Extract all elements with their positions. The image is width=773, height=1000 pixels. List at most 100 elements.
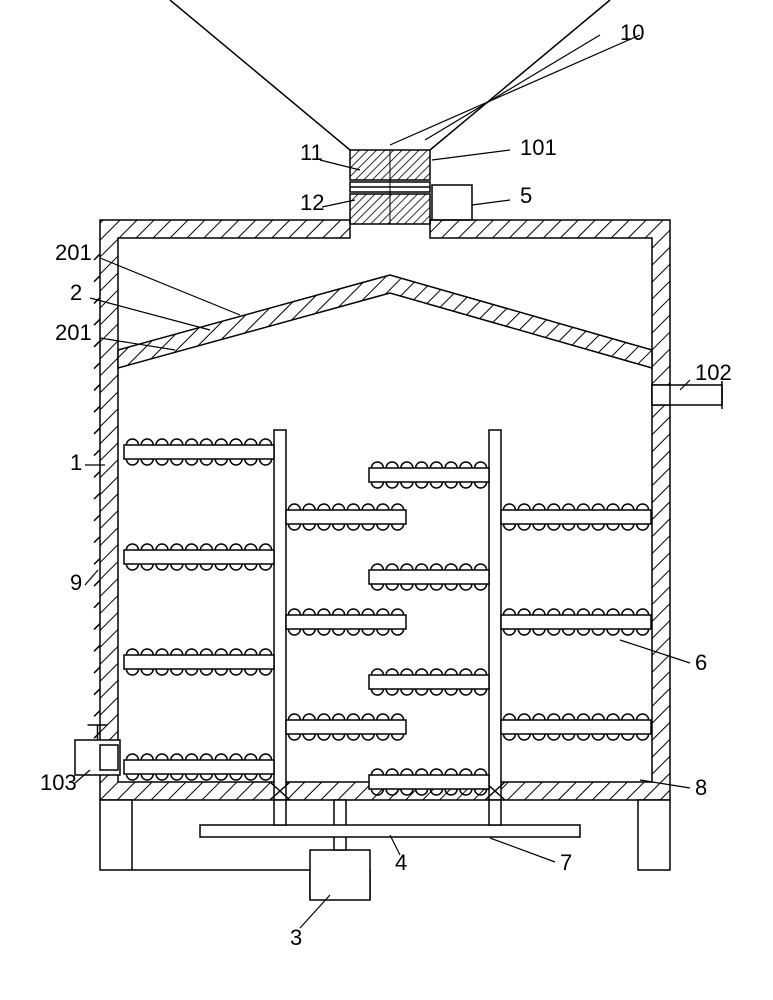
arm-bump (333, 609, 345, 615)
arm-bump (230, 774, 242, 780)
arm-bump (637, 609, 649, 615)
jacket-tick (94, 645, 100, 651)
arm-bump (637, 629, 649, 635)
jacket-tick (94, 363, 100, 369)
arm-bump (592, 504, 604, 510)
arm-bump (445, 769, 457, 775)
arm-bump (156, 774, 168, 780)
arm-bump (377, 714, 389, 720)
label-6: 6 (695, 650, 707, 675)
arm-bump (303, 609, 315, 615)
arm-bump (622, 609, 634, 615)
arm-bump (333, 629, 345, 635)
arm-bump (362, 629, 374, 635)
arm-bump (215, 754, 227, 760)
arm-bump (401, 564, 413, 570)
arm-bump (141, 564, 153, 570)
arm-bump (171, 669, 183, 675)
arm-bump (260, 459, 272, 465)
arm-bump (318, 609, 330, 615)
label-101: 101 (520, 135, 557, 160)
arm-bump (577, 734, 589, 740)
arm-bump (503, 504, 515, 510)
arm-bump (445, 689, 457, 695)
arm-bump (245, 669, 257, 675)
arm-bump (622, 629, 634, 635)
arm-bump (126, 439, 138, 445)
arm-bump (126, 669, 138, 675)
arm-bump (245, 564, 257, 570)
arm-bump (245, 754, 257, 760)
arm-bump (563, 524, 575, 530)
jacket-tick (94, 384, 100, 390)
arm-bump (215, 649, 227, 655)
label-103: 103 (40, 770, 77, 795)
arm-bump (171, 544, 183, 550)
arm-bump (533, 524, 545, 530)
arm-bump (475, 564, 487, 570)
arm-bump (622, 714, 634, 720)
arm-bump (200, 439, 212, 445)
arm-bump (260, 544, 272, 550)
arm-bump (577, 504, 589, 510)
arm-bump (386, 462, 398, 468)
arm-bump (260, 754, 272, 760)
arm-bump (141, 439, 153, 445)
arm-bump (171, 439, 183, 445)
arm-bump (318, 504, 330, 510)
jacket-tick (94, 493, 100, 499)
arm-bump (430, 584, 442, 590)
arm-bump (245, 774, 257, 780)
arm-bump (416, 584, 428, 590)
arm-bump (392, 714, 404, 720)
arm-bump (518, 609, 530, 615)
jacket-tick (94, 602, 100, 608)
arm-bump (475, 689, 487, 695)
arm-bump (141, 669, 153, 675)
arm-bump (460, 462, 472, 468)
arm-bump (371, 462, 383, 468)
arm-bump (475, 769, 487, 775)
arm-bump (171, 774, 183, 780)
leader-line (390, 35, 640, 145)
arm-bump (392, 629, 404, 635)
arm-bump (186, 669, 198, 675)
leader-line (432, 150, 510, 160)
arm-bump (186, 774, 198, 780)
arm-bump (377, 609, 389, 615)
arm-bump (245, 649, 257, 655)
arm-bump (503, 629, 515, 635)
arm-bump (156, 754, 168, 760)
arm-bump (533, 734, 545, 740)
label-1: 1 (70, 450, 82, 475)
arm-bump (333, 524, 345, 530)
arm-bump (318, 629, 330, 635)
arm-bump (460, 584, 472, 590)
arm-bump (637, 524, 649, 530)
leader-line (425, 35, 600, 140)
arm-bump (126, 544, 138, 550)
arm-bump (430, 689, 442, 695)
label-201: 201 (55, 320, 92, 345)
jacket-tick (94, 406, 100, 412)
label-102: 102 (695, 360, 732, 385)
arm-bump (503, 714, 515, 720)
leader-line (472, 200, 510, 205)
arm-bump (230, 649, 242, 655)
arm-bump (260, 669, 272, 675)
arm-bump (260, 774, 272, 780)
arm-bump (288, 504, 300, 510)
jacket-tick (94, 450, 100, 456)
arm-bump (186, 649, 198, 655)
arm-bump (416, 769, 428, 775)
arm-bump (577, 524, 589, 530)
arm-bump (156, 459, 168, 465)
arm-bump (333, 734, 345, 740)
arm-bump (230, 754, 242, 760)
arm-bump (416, 669, 428, 675)
arm-bump (186, 439, 198, 445)
label-7: 7 (560, 850, 572, 875)
arm-bump (622, 734, 634, 740)
arm-bump (156, 544, 168, 550)
arm-bump (260, 564, 272, 570)
